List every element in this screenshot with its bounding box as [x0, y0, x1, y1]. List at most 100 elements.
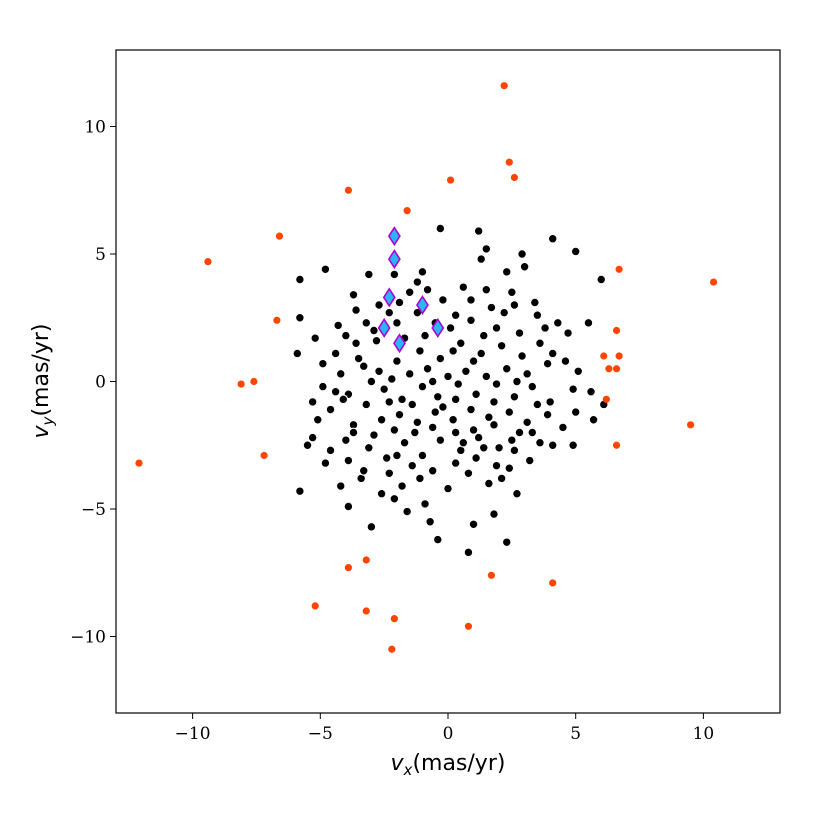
member-point	[450, 310, 461, 321]
member-point	[570, 407, 581, 418]
member-point	[376, 414, 387, 425]
member-point	[545, 397, 556, 407]
member-point	[437, 295, 448, 305]
data-points	[135, 82, 718, 653]
member-point	[294, 312, 305, 323]
member-point	[392, 450, 402, 461]
member-point	[302, 440, 313, 451]
member-point	[310, 333, 321, 344]
member-point	[404, 368, 415, 379]
member-point	[404, 287, 415, 298]
member-point	[471, 389, 481, 400]
outlier-point	[464, 622, 473, 630]
member-point	[389, 269, 400, 280]
member-point	[432, 391, 443, 402]
member-point	[338, 394, 349, 405]
outlier-point	[390, 615, 398, 623]
outlier-point	[612, 441, 621, 449]
member-point	[343, 501, 354, 512]
member-point	[412, 417, 423, 428]
member-point	[363, 442, 374, 453]
member-point	[476, 348, 487, 359]
member-point	[517, 249, 527, 259]
member-point	[489, 397, 499, 407]
member-point	[512, 376, 522, 387]
member-point	[348, 427, 359, 438]
member-point	[358, 465, 369, 476]
outlier-point	[612, 326, 621, 335]
outlier-point	[260, 451, 268, 460]
member-point	[443, 483, 453, 494]
member-point	[481, 243, 492, 254]
member-point	[501, 266, 512, 277]
outlier-point	[510, 173, 518, 182]
member-point	[458, 437, 469, 448]
member-point	[320, 458, 331, 469]
member-point	[427, 376, 438, 387]
member-point	[514, 427, 525, 438]
member-point	[532, 399, 543, 410]
x-axis-label: vx(mas/yr)	[391, 751, 506, 779]
y-axis-label-unit: (mas/yr)	[29, 324, 54, 417]
member-point	[417, 381, 428, 392]
member-point	[420, 499, 430, 509]
member-point	[389, 425, 400, 435]
member-point	[340, 330, 351, 341]
member-point	[369, 325, 379, 336]
member-point	[294, 486, 305, 497]
member-point	[468, 425, 479, 435]
member-point	[335, 481, 346, 491]
outlier-point	[612, 365, 621, 373]
member-point	[509, 391, 520, 402]
member-point	[448, 414, 459, 425]
outlier-point	[403, 207, 411, 215]
member-point	[292, 348, 303, 359]
member-point	[409, 427, 420, 438]
member-point	[509, 445, 520, 456]
member-point	[294, 274, 305, 285]
member-point	[558, 422, 568, 433]
x-tick-label: 0	[443, 724, 454, 744]
member-point	[483, 478, 494, 489]
member-point	[325, 404, 336, 415]
member-point	[473, 432, 484, 443]
member-point	[384, 307, 395, 318]
member-point	[435, 435, 446, 446]
member-point	[351, 305, 361, 316]
member-point	[468, 356, 479, 367]
member-point	[468, 519, 479, 530]
x-axis-label-unit: (mas/yr)	[412, 751, 505, 776]
member-point	[476, 254, 487, 265]
member-point	[453, 379, 464, 389]
member-point	[450, 427, 461, 438]
member-point	[522, 368, 533, 379]
y-axis-label-subscript: y	[39, 415, 57, 426]
member-point	[527, 381, 538, 392]
x-tick-label: −10	[175, 724, 211, 744]
outlier-point	[687, 421, 695, 429]
member-point	[443, 371, 453, 382]
member-point	[445, 323, 456, 333]
member-point	[361, 399, 372, 410]
member-point	[353, 353, 364, 364]
outlier-point	[602, 395, 610, 403]
member-point	[422, 363, 433, 374]
member-point	[348, 289, 359, 300]
outlier-point	[311, 602, 319, 610]
member-point	[374, 300, 384, 310]
member-point	[394, 297, 405, 308]
member-point	[563, 328, 573, 338]
member-point	[588, 414, 599, 425]
member-point	[317, 381, 328, 392]
member-point	[473, 226, 484, 236]
member-point	[330, 348, 341, 359]
member-point	[450, 394, 461, 405]
highlight-point	[387, 249, 401, 270]
member-point	[524, 455, 535, 466]
member-point	[402, 506, 413, 517]
member-point	[361, 317, 372, 328]
member-point	[471, 453, 481, 463]
outlier-point	[549, 579, 557, 587]
member-point	[522, 417, 533, 428]
